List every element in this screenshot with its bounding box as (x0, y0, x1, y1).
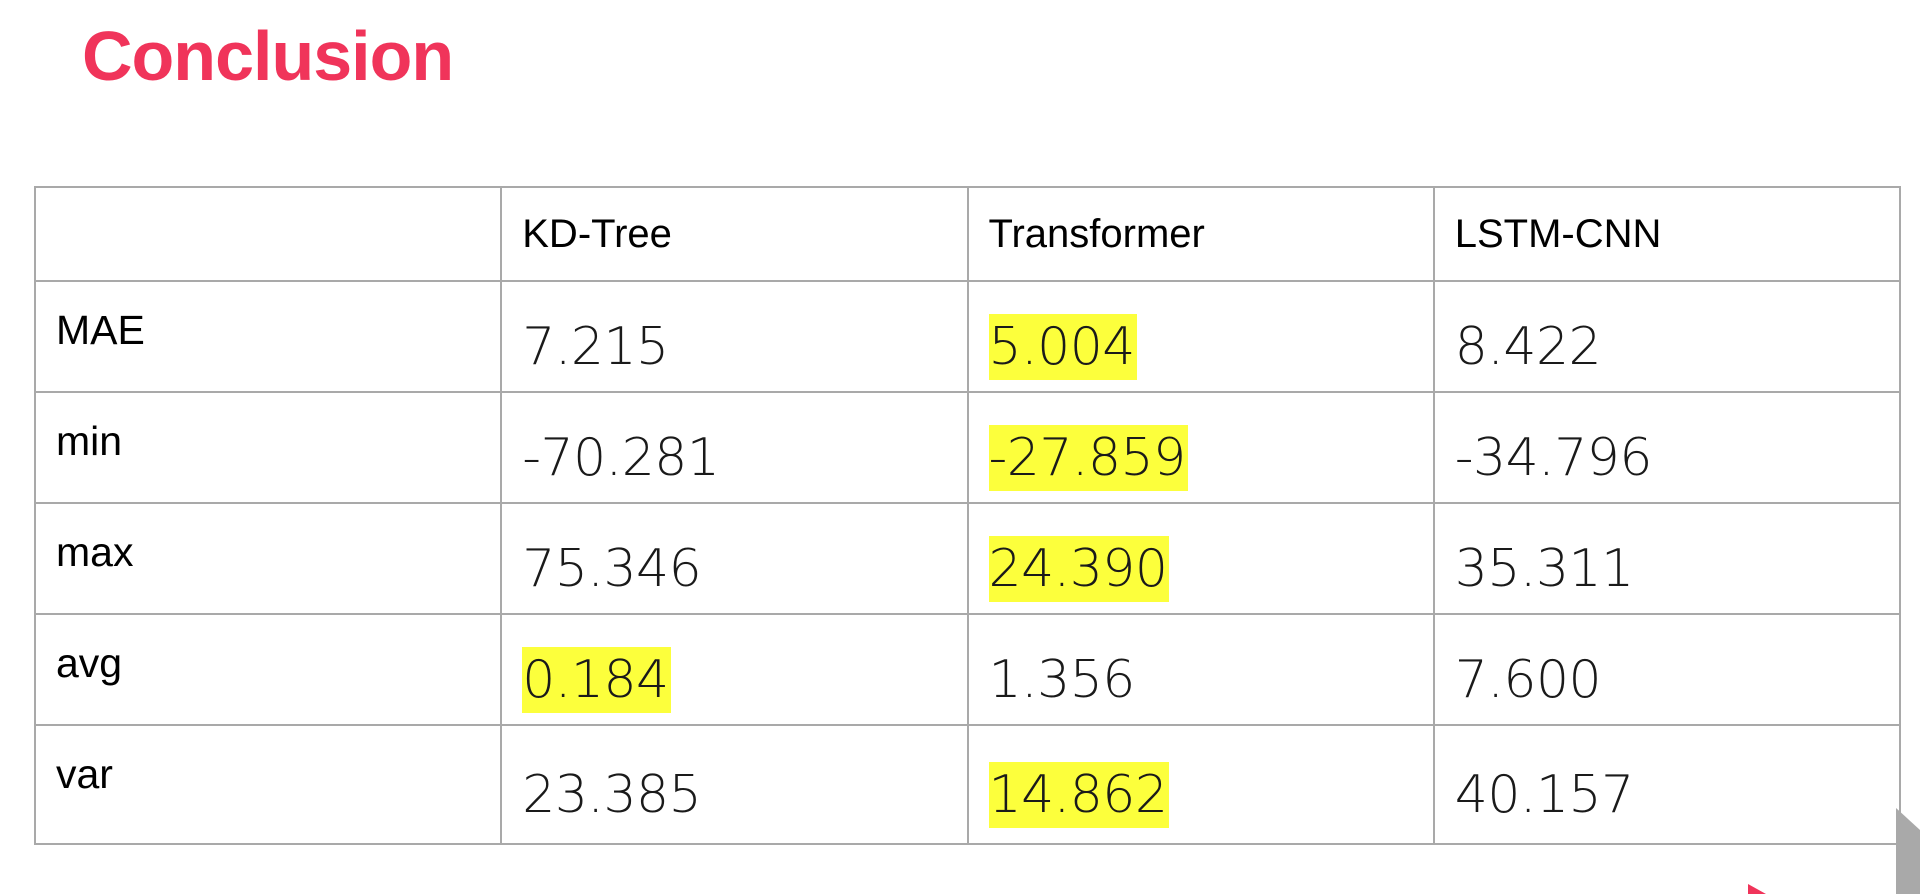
table-row-min: min -70.281 -27.859 -34.796 (33, 391, 1902, 504)
header-cell-kd-tree: KD-Tree (500, 186, 969, 282)
value-transformer: 14.862 (988, 762, 1170, 828)
value-kd-tree: 0.184 (522, 647, 671, 713)
table-header-row: KD-Tree Transformer LSTM-CNN (33, 186, 1902, 282)
value-cell: 14.862 (966, 724, 1435, 845)
value-lstm-cnn: 8.422 (1454, 317, 1602, 377)
value-kd-tree: -70.281 (522, 428, 720, 488)
value-cell: 35.311 (1432, 502, 1902, 615)
row-label: MAE (56, 307, 145, 353)
row-label-cell: max (33, 502, 503, 615)
value-cell: -34.796 (1432, 391, 1902, 504)
value-cell: 0.184 (500, 613, 969, 726)
row-label: min (56, 418, 123, 464)
slide-title: Conclusion (82, 17, 454, 95)
value-cell: 8.422 (1432, 280, 1902, 393)
value-cell: 24.390 (966, 502, 1435, 615)
value-transformer: -27.859 (988, 425, 1188, 491)
table-row-max: max 75.346 24.390 35.311 (33, 502, 1902, 615)
value-transformer: 1.356 (988, 650, 1136, 710)
header-cell-corner (33, 186, 503, 282)
table-row-var: var 23.385 14.862 40.157 (33, 724, 1902, 845)
row-label: max (56, 529, 134, 575)
value-lstm-cnn: 35.311 (1454, 539, 1634, 599)
row-label-cell: MAE (33, 280, 503, 393)
value-lstm-cnn: 40.157 (1454, 765, 1634, 825)
row-label-cell: min (33, 391, 503, 504)
value-cell: 7.600 (1432, 613, 1902, 726)
corner-decoration (1896, 808, 1920, 894)
row-label-cell: var (33, 724, 503, 845)
value-cell: 75.346 (500, 502, 969, 615)
table-row-mae: MAE 7.215 5.004 8.422 (33, 280, 1902, 393)
corner-accent-mark (1748, 884, 1766, 894)
row-label: avg (56, 640, 123, 686)
header-cell-transformer: Transformer (966, 186, 1435, 282)
value-kd-tree: 23.385 (522, 765, 702, 825)
value-transformer: 24.390 (988, 536, 1170, 602)
value-cell: 5.004 (966, 280, 1435, 393)
value-cell: -27.859 (966, 391, 1435, 504)
value-transformer: 5.004 (988, 314, 1137, 380)
value-cell: -70.281 (500, 391, 969, 504)
value-lstm-cnn: 7.600 (1454, 650, 1602, 710)
value-cell: 1.356 (966, 613, 1435, 726)
row-label-cell: avg (33, 613, 503, 726)
value-kd-tree: 75.346 (522, 539, 702, 599)
value-cell: 40.157 (1432, 724, 1902, 845)
value-cell: 7.215 (500, 280, 969, 393)
row-label: var (56, 751, 113, 797)
value-cell: 23.385 (500, 724, 969, 845)
header-cell-lstm-cnn: LSTM-CNN (1432, 186, 1902, 282)
table-row-avg: avg 0.184 1.356 7.600 (33, 613, 1902, 726)
value-lstm-cnn: -34.796 (1454, 428, 1653, 488)
value-kd-tree: 7.215 (522, 317, 669, 377)
results-table: KD-Tree Transformer LSTM-CNN MAE 7.215 5… (33, 186, 1902, 845)
